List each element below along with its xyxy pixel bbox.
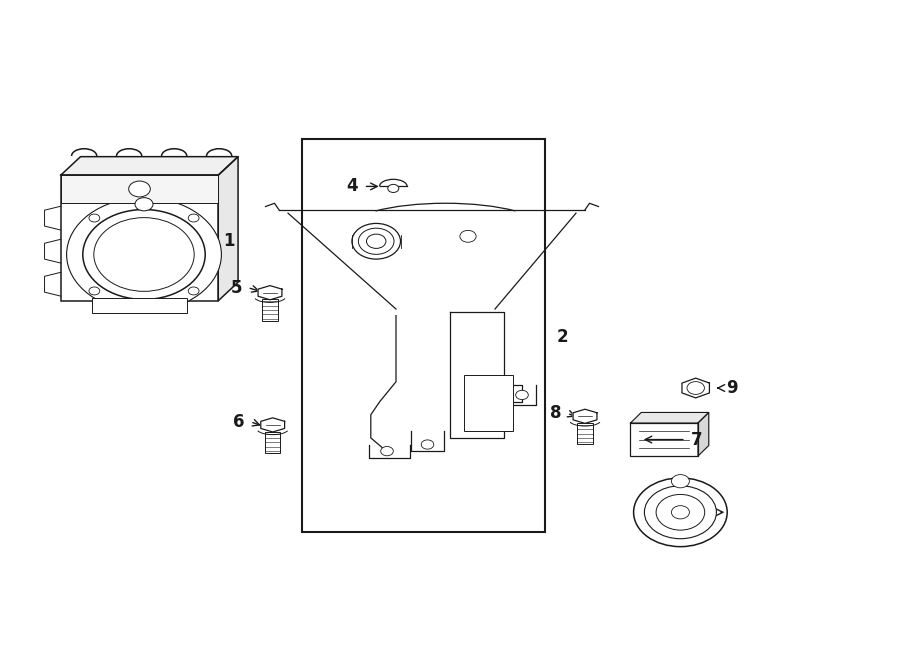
Circle shape [671, 475, 689, 488]
Circle shape [381, 447, 393, 456]
Circle shape [188, 287, 199, 295]
Text: 6: 6 [233, 412, 245, 431]
Circle shape [388, 184, 399, 192]
Circle shape [89, 287, 100, 295]
Text: 4: 4 [346, 177, 358, 196]
Text: 8: 8 [550, 404, 562, 422]
Text: 5: 5 [230, 278, 242, 297]
Circle shape [460, 230, 476, 242]
Polygon shape [258, 286, 282, 300]
Circle shape [352, 223, 400, 259]
Text: 1: 1 [223, 232, 235, 251]
FancyBboxPatch shape [92, 298, 187, 313]
FancyBboxPatch shape [61, 175, 218, 301]
Circle shape [135, 198, 153, 211]
Circle shape [89, 214, 100, 222]
Circle shape [188, 214, 199, 222]
FancyBboxPatch shape [61, 175, 218, 203]
Polygon shape [261, 418, 284, 432]
Circle shape [516, 390, 528, 399]
FancyBboxPatch shape [263, 299, 277, 321]
Circle shape [687, 381, 705, 395]
FancyBboxPatch shape [630, 423, 698, 456]
Polygon shape [450, 312, 522, 438]
Text: 3: 3 [352, 232, 364, 251]
FancyBboxPatch shape [302, 139, 544, 532]
Text: 9: 9 [726, 379, 738, 397]
Circle shape [634, 478, 727, 547]
Circle shape [656, 494, 705, 530]
Circle shape [83, 210, 205, 299]
Circle shape [94, 217, 194, 292]
Circle shape [67, 198, 221, 311]
Text: 7: 7 [691, 430, 703, 449]
Polygon shape [682, 378, 709, 398]
Polygon shape [573, 409, 597, 424]
Circle shape [421, 440, 434, 449]
Text: 2: 2 [556, 328, 568, 346]
Circle shape [366, 234, 386, 249]
FancyBboxPatch shape [266, 432, 280, 453]
Circle shape [358, 228, 394, 254]
Circle shape [644, 486, 716, 539]
Polygon shape [218, 157, 238, 301]
Polygon shape [61, 157, 238, 175]
Circle shape [671, 506, 689, 519]
Circle shape [129, 181, 150, 197]
Text: 10: 10 [689, 503, 713, 522]
Polygon shape [630, 412, 709, 423]
FancyBboxPatch shape [464, 375, 513, 431]
FancyBboxPatch shape [578, 423, 592, 444]
Polygon shape [698, 412, 709, 456]
